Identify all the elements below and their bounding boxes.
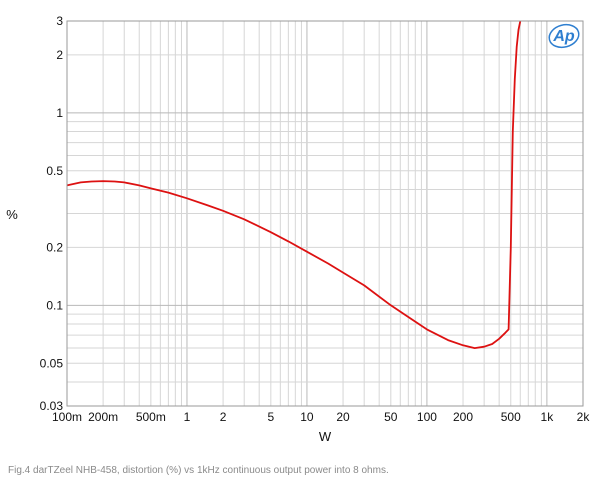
x-tick-label: 500 xyxy=(501,410,521,424)
y-tick-label: 0.2 xyxy=(46,240,63,254)
x-tick-label: 100m xyxy=(52,410,82,424)
x-tick-label: 2 xyxy=(220,410,227,424)
distortion-chart: 100m 200m 500m 1 2 5 10 20 50 100 200 500 1k 2k 0.03 0.… xyxy=(6,14,591,444)
grid xyxy=(66,20,584,407)
figure-caption: Fig.4 darTZeel NHB-458, distortion (%) v… xyxy=(8,465,389,476)
y-tick-label: 0.03 xyxy=(40,399,64,413)
x-tick-label: 5 xyxy=(267,410,274,424)
plot-frame xyxy=(66,20,584,407)
y-tick-label: 0.1 xyxy=(46,298,63,312)
x-tick-label: 20 xyxy=(336,410,350,424)
ap-logo-text: Ap xyxy=(552,28,575,45)
x-tick-label: 100 xyxy=(417,410,437,424)
y-tick-label: 2 xyxy=(56,48,63,62)
x-tick-label: 10 xyxy=(300,410,314,424)
y-tick-label: 3 xyxy=(56,14,63,28)
y-tick-label: 0.5 xyxy=(46,164,63,178)
tick-labels: 100m 200m 500m 1 2 5 10 20 50 100 200 500 1k 2k 0.03 0.… xyxy=(40,14,591,424)
x-tick-label: 200m xyxy=(88,410,118,424)
ap-logo: Ap xyxy=(548,23,580,49)
x-axis-label: W xyxy=(319,429,332,444)
x-tick-label: 50 xyxy=(384,410,398,424)
x-tick-label: 1k xyxy=(541,410,555,424)
y-tick-label: 0.05 xyxy=(40,356,64,370)
ap-logo-ring xyxy=(548,23,580,49)
x-tick-label: 200 xyxy=(453,410,473,424)
curve-layer xyxy=(66,20,522,350)
y-tick-label: 1 xyxy=(56,106,63,120)
x-tick-label: 1 xyxy=(184,410,191,424)
x-tick-label: 2k xyxy=(577,410,591,424)
x-tick-label: 500m xyxy=(136,410,166,424)
distortion-curve xyxy=(66,20,522,350)
y-axis-label: % xyxy=(6,207,18,222)
